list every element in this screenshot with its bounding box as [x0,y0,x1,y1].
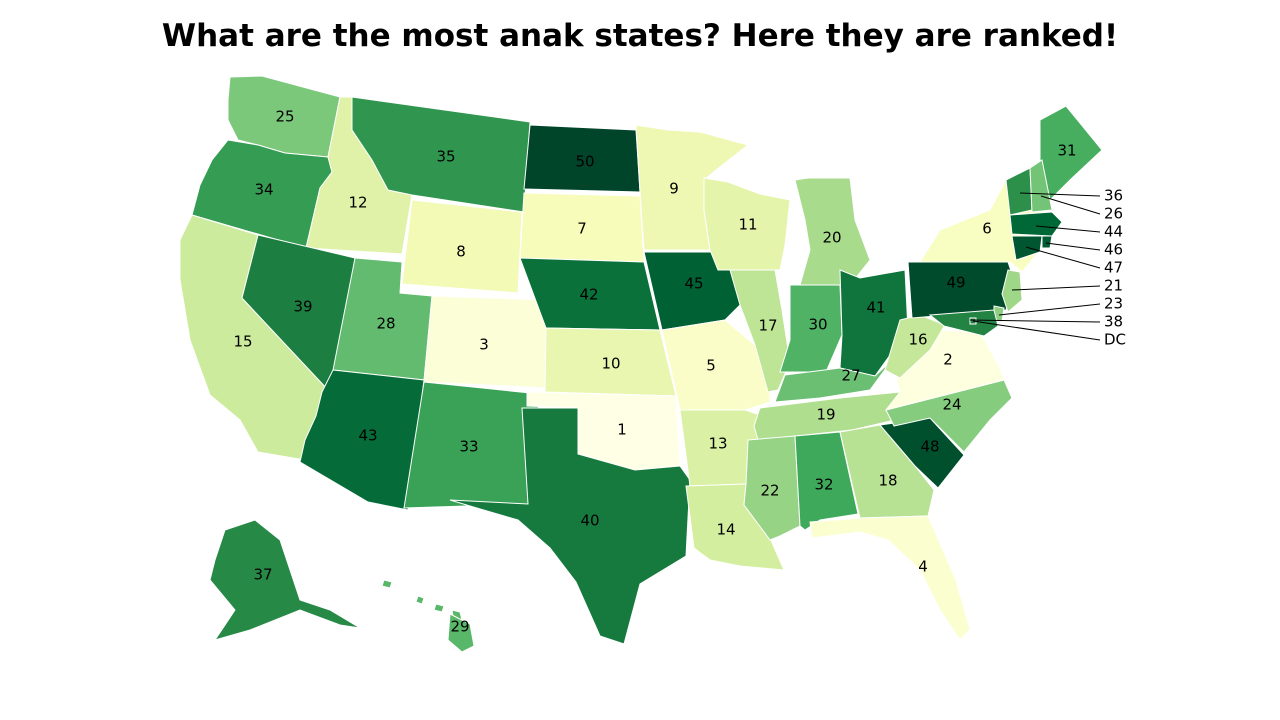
rank-label-wv: 16 [908,331,927,349]
state-wi [703,177,791,271]
callout-label-ct: 47 [1104,259,1123,277]
rank-label-hi: 29 [450,618,469,636]
rank-label-mi: 20 [822,229,841,247]
rank-label-wy: 8 [456,243,466,261]
callout-label-dc: DC [1104,331,1126,349]
rank-label-ky: 27 [841,367,860,385]
leader-line-nj [1011,285,1101,291]
state-vt [1005,167,1033,216]
rank-label-me: 31 [1057,142,1076,160]
rank-label-il: 17 [758,317,777,335]
callout-label-de: 23 [1104,295,1123,313]
leader-line-ri [1045,242,1101,251]
rank-label-ne: 42 [579,286,598,304]
state-nj [1001,269,1023,313]
rank-label-nd: 50 [575,153,594,171]
state-fl [809,515,971,641]
leader-line-de [998,303,1101,316]
state-ak [209,519,361,641]
state-il [729,269,791,393]
state-hi-part-3 [433,603,445,613]
rank-label-oh: 41 [866,299,885,317]
rank-label-al: 32 [814,476,833,494]
rank-label-ga: 18 [878,472,897,490]
state-nc [885,379,1013,453]
state-mi [794,177,871,286]
rank-label-mt: 35 [436,148,455,166]
rank-label-ny: 6 [982,220,992,238]
rank-label-va: 2 [943,351,953,369]
rank-label-ut: 28 [376,315,395,333]
rank-label-in: 30 [808,316,827,334]
callout-label-ma: 44 [1104,223,1123,241]
map-title: What are the most anak states? Here they… [161,18,1119,54]
rank-label-mn: 9 [669,180,679,198]
state-hi-part-2 [415,595,425,605]
rank-label-sc: 48 [920,438,939,456]
state-tx [449,407,691,645]
state-ky [774,359,893,403]
rank-label-wi: 11 [738,216,757,234]
rank-label-mo: 5 [706,357,716,375]
rank-label-sd: 7 [577,220,587,238]
rank-label-pa: 49 [946,274,965,292]
state-wy [401,199,523,294]
rank-label-co: 3 [479,336,489,354]
callout-label-ri: 46 [1104,241,1123,259]
state-tn [753,391,901,441]
state-ct [1011,235,1043,261]
rank-label-ca: 15 [233,333,252,351]
callout-label-vt: 36 [1104,187,1123,205]
rank-label-ks: 10 [601,355,620,373]
rank-label-nc: 24 [942,396,961,414]
states-layer [179,75,1103,653]
state-md [928,309,999,337]
state-ri [1041,235,1053,249]
leader-line-ma [1035,225,1101,233]
rank-label-id: 12 [348,194,367,212]
leader-line-md [969,319,1101,323]
rank-label-nv: 39 [293,298,312,316]
state-ma [1009,211,1063,237]
rank-labels-layer: 2534151239358284333350742101409455131411… [233,108,1076,636]
rank-label-nm: 33 [459,438,478,456]
callout-label-nj: 21 [1104,277,1123,295]
state-hi-part-1 [381,579,393,589]
rank-label-ar: 13 [708,435,727,453]
rank-label-tn: 19 [816,406,835,424]
rank-label-la: 14 [716,521,735,539]
rank-label-ms: 22 [760,482,779,500]
rank-label-ok: 1 [617,421,627,439]
rank-label-tx: 40 [580,512,599,530]
rank-label-az: 43 [358,427,377,445]
state-nh [1029,159,1053,213]
leader-line-dc [972,320,1101,341]
leader-line-vt [1019,192,1101,197]
callout-label-nh: 26 [1104,205,1123,223]
rank-label-fl: 4 [918,558,928,576]
rank-label-ak: 37 [253,566,272,584]
rank-label-ia: 45 [684,275,703,293]
leader-line-nh [1040,195,1101,215]
callout-label-md: 38 [1104,313,1123,331]
rank-label-or: 34 [254,181,273,199]
rank-label-wa: 25 [275,108,294,126]
state-hi-part-4 [447,613,475,653]
leader-line-ct [1025,246,1101,269]
